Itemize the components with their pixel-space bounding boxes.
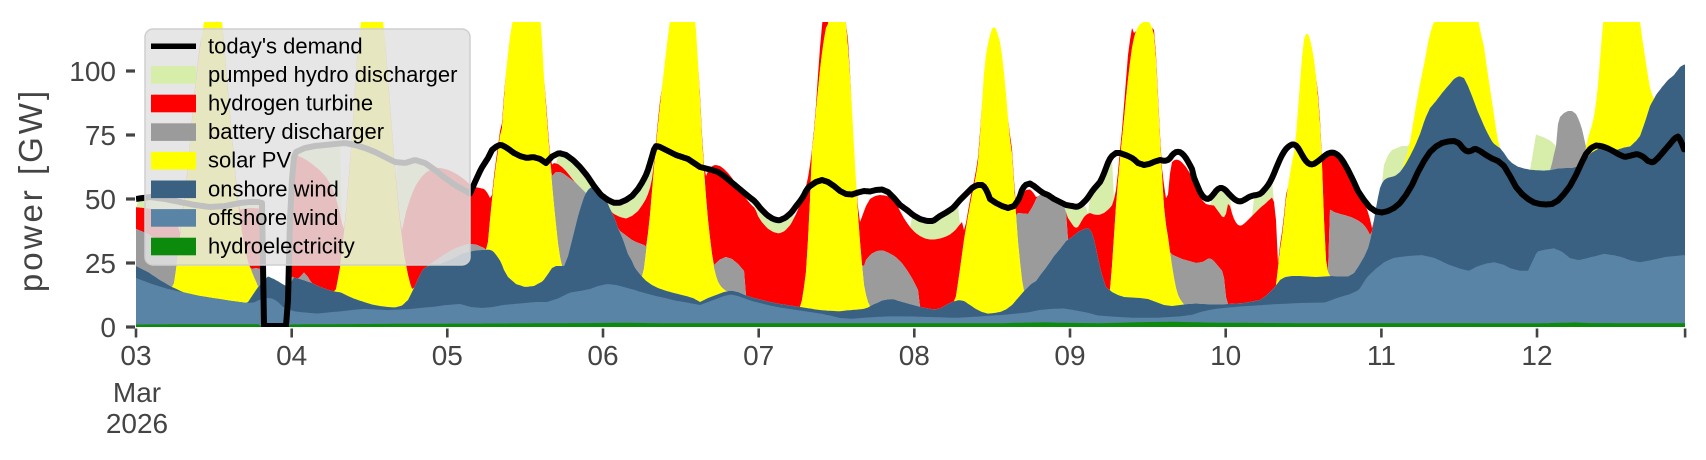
svg-text:12: 12 (1521, 340, 1552, 371)
svg-text:100: 100 (69, 56, 116, 87)
svg-text:onshore wind: onshore wind (208, 176, 339, 201)
svg-text:solar PV: solar PV (208, 148, 291, 173)
svg-text:pumped hydro discharger: pumped hydro discharger (208, 62, 457, 87)
svg-text:50: 50 (85, 184, 116, 215)
svg-text:hydrogen turbine: hydrogen turbine (208, 91, 373, 116)
svg-text:power [GW]: power [GW] (12, 88, 49, 292)
svg-text:10: 10 (1210, 340, 1241, 371)
svg-text:09: 09 (1054, 340, 1085, 371)
svg-text:2026: 2026 (106, 408, 168, 439)
svg-text:75: 75 (85, 120, 116, 151)
svg-text:11: 11 (1367, 340, 1396, 371)
svg-text:05: 05 (432, 340, 463, 371)
svg-text:0: 0 (100, 312, 116, 343)
svg-text:hydroelectricity: hydroelectricity (208, 234, 355, 259)
svg-text:offshore wind: offshore wind (208, 205, 338, 230)
svg-text:Mar: Mar (113, 377, 161, 408)
svg-text:03: 03 (120, 340, 151, 371)
svg-text:25: 25 (85, 248, 116, 279)
svg-text:today's demand: today's demand (208, 33, 363, 58)
svg-text:06: 06 (587, 340, 618, 371)
svg-text:07: 07 (743, 340, 774, 371)
svg-text:battery discharger: battery discharger (208, 119, 384, 144)
svg-text:08: 08 (899, 340, 930, 371)
svg-text:04: 04 (276, 340, 307, 371)
